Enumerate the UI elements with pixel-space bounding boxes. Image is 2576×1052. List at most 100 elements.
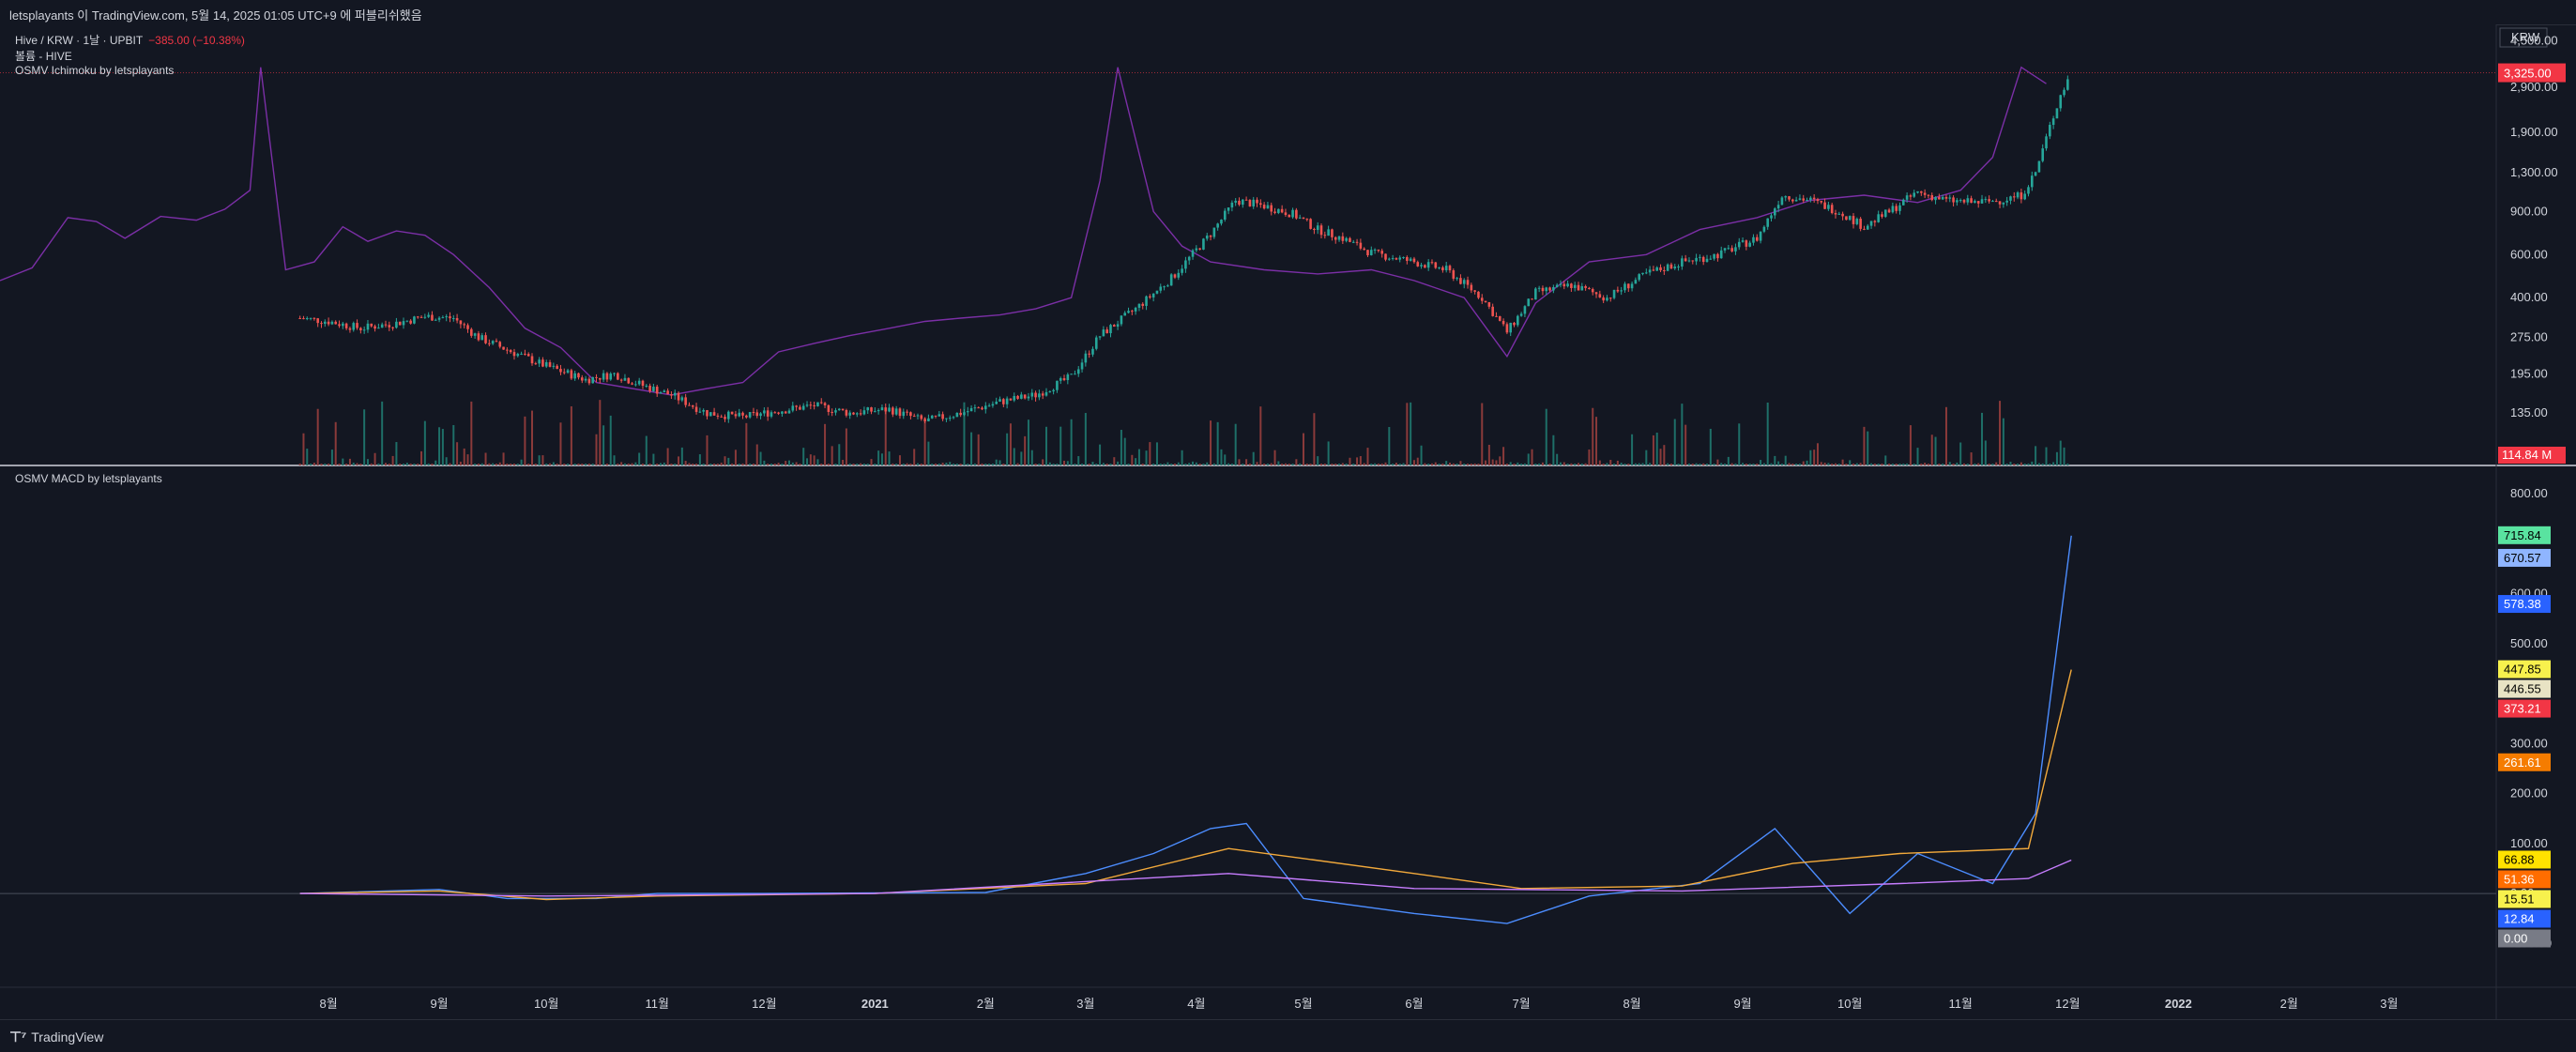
- volume-bar: [1238, 459, 1241, 465]
- candle-body: [1684, 258, 1687, 262]
- volume-bar: [1091, 462, 1094, 465]
- volume-bar: [1959, 442, 1962, 465]
- candle-body: [645, 385, 648, 387]
- volume-bar: [1349, 457, 1351, 465]
- volume-bar: [1034, 464, 1037, 465]
- candle-body: [1398, 257, 1402, 260]
- volume-bar: [1659, 449, 1662, 465]
- candle-body: [413, 316, 416, 324]
- time-axis[interactable]: 8월 9월 10월 11월 12월 2021 2월 3월 4월 5월 6월 7월 8월 9월 10월 11월 1…: [319, 997, 2398, 1011]
- price-tick-label: 600.00: [2510, 247, 2548, 261]
- candle-body: [1345, 237, 1348, 241]
- candle-body: [702, 409, 705, 412]
- legend-ichimoku[interactable]: OSMV Ichimoku by letsplayants: [15, 64, 175, 77]
- candle-body: [1616, 289, 1620, 292]
- candle-body: [1648, 269, 1652, 273]
- candle-body: [981, 407, 983, 410]
- candle-body: [1377, 249, 1380, 252]
- candle-body: [1916, 191, 1919, 193]
- volume-bar: [1816, 443, 1819, 465]
- candle-body: [1159, 286, 1163, 291]
- legend-symbol[interactable]: Hive / KRW · 1날 · UPBIT −385.00 (−10.38%): [15, 32, 245, 48]
- volume-bar: [831, 446, 833, 465]
- candle-body: [1498, 315, 1501, 321]
- candle-body: [1948, 197, 1952, 199]
- candle-body: [584, 378, 587, 381]
- candle-body: [524, 353, 526, 355]
- candle-body: [973, 407, 977, 409]
- volume-bar: [1795, 463, 1798, 465]
- volume-bar: [1724, 463, 1727, 465]
- volume-bar: [1088, 463, 1090, 465]
- candle-body: [416, 316, 419, 318]
- volume-bar: [641, 463, 644, 465]
- candle-body: [1719, 250, 1723, 259]
- chart-area[interactable]: KRW 4,500.00 2,900.00 1,900.00 1,300.00 900.0…: [0, 24, 2576, 1019]
- volume-bar: [302, 433, 305, 465]
- volume-bar: [1013, 448, 1015, 465]
- volume-bar: [1520, 464, 1523, 465]
- volume-bar: [838, 444, 841, 465]
- volume-bar: [1788, 463, 1791, 465]
- candle-body: [1877, 214, 1880, 222]
- volume-bar: [1159, 464, 1162, 465]
- tradingview-logo[interactable]: ⊤⁷ TradingView: [9, 1029, 103, 1045]
- macd-value-tag: [2498, 850, 2551, 869]
- candle-body: [1355, 241, 1359, 243]
- candle-body: [373, 326, 376, 329]
- volume-bar: [1487, 444, 1490, 465]
- candle-body: [1102, 329, 1105, 337]
- candle-body: [1220, 220, 1223, 224]
- candle-body: [1195, 248, 1198, 251]
- volume-bar: [1944, 406, 1947, 465]
- volume-bar: [310, 463, 312, 465]
- volume-bar: [477, 464, 480, 465]
- volume-bar: [1898, 464, 1901, 465]
- volume-bar: [902, 463, 905, 465]
- candle-body: [809, 404, 813, 406]
- candle-body: [795, 405, 798, 407]
- volume-bar: [524, 416, 526, 465]
- candle-body: [1517, 315, 1519, 326]
- candle-body: [748, 412, 752, 418]
- volume-bar: [1884, 455, 1887, 465]
- candle-body: [1173, 274, 1177, 278]
- volume-bar: [959, 463, 962, 465]
- volume-bar: [1673, 419, 1676, 465]
- candle-body: [538, 359, 541, 364]
- volume-bar: [892, 463, 894, 465]
- volume-bar: [1341, 463, 1344, 465]
- candle-body: [405, 320, 409, 322]
- price-tick-label: 400.00: [2510, 290, 2548, 304]
- volume-bar: [1738, 423, 1741, 465]
- volume-bar: [2035, 446, 2037, 465]
- candle-body: [1598, 294, 1602, 297]
- volume-bar: [595, 434, 598, 465]
- macd-value-text: 0.00: [2504, 931, 2527, 945]
- volume-bar: [1970, 452, 1973, 465]
- volume-bar: [1024, 435, 1027, 465]
- volume-bar: [552, 462, 555, 465]
- candle-body: [1909, 195, 1913, 197]
- candle-body: [866, 407, 870, 411]
- volume-bar: [1202, 463, 1205, 465]
- candle-body: [1774, 208, 1776, 216]
- candle-body: [1331, 229, 1334, 237]
- candle-body: [2041, 148, 2045, 161]
- candle-body: [1169, 274, 1173, 286]
- candle-body: [1748, 242, 1751, 247]
- candle-body: [409, 320, 412, 324]
- volume-bar: [1934, 436, 1937, 465]
- legend-volume[interactable]: 볼륨 - HIVE: [15, 50, 72, 63]
- candle-body: [395, 321, 398, 328]
- candle-body: [1456, 278, 1458, 280]
- candle-body: [1030, 392, 1034, 397]
- volume-bar: [1962, 463, 1965, 465]
- candle-body: [937, 414, 941, 417]
- legend-macd[interactable]: OSMV MACD by letsplayants: [15, 472, 162, 485]
- candle-body: [352, 323, 356, 330]
- candle-body: [1020, 394, 1023, 399]
- candle-body: [1641, 272, 1644, 275]
